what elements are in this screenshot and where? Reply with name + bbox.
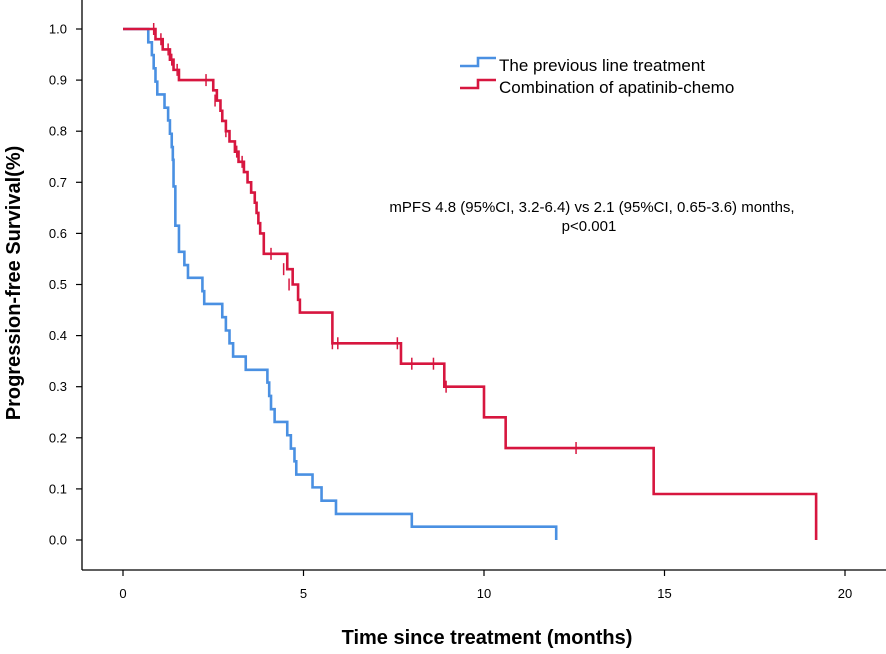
x-tick-label: 5 — [300, 586, 307, 601]
x-ticks: 0 5 10 15 20 — [119, 570, 852, 601]
y-tick-label: 0.0 — [49, 533, 67, 548]
y-tick-label: 0.7 — [49, 175, 67, 190]
series-line-1 — [123, 27, 818, 540]
y-tick-label: 0.4 — [49, 328, 67, 343]
p-value-annotation: p<0.001 — [562, 218, 617, 235]
y-axis-title: Progression-free Survival(%) — [3, 146, 25, 421]
y-tick-label: 0.3 — [49, 379, 67, 394]
y-tick-label: 0.9 — [49, 73, 67, 88]
mpfs-annotation: mPFS 4.8 (95%CI, 3.2-6.4) vs 2.1 (95%CI,… — [389, 199, 794, 216]
x-axis-title: Time since treatment (months) — [342, 627, 633, 649]
x-tick-label: 0 — [119, 586, 126, 601]
y-tick-label: 0.6 — [49, 226, 67, 241]
x-tick-label: 20 — [838, 586, 852, 601]
y-tick-label: 0.1 — [49, 481, 67, 496]
legend-label-0: The previous line treatment — [499, 56, 705, 75]
legend-swatch-1 — [460, 78, 496, 90]
y-tick-label: 1.0 — [49, 22, 67, 37]
series-layer — [123, 23, 818, 540]
legend-swatch-0 — [460, 56, 496, 68]
y-tick-label: 0.2 — [49, 430, 67, 445]
series-line-0 — [123, 27, 558, 540]
y-tick-label: 0.5 — [49, 277, 67, 292]
legend: The previous line treatment Combination o… — [460, 56, 734, 97]
y-tick-label: 0.8 — [49, 124, 67, 139]
x-tick-label: 10 — [477, 586, 491, 601]
x-tick-label: 15 — [657, 586, 671, 601]
y-ticks: 0.0 0.1 0.2 0.3 0.4 0.5 0.6 0.7 0.8 0.9 1.0 — [49, 22, 82, 548]
legend-label-1: Combination of apatinib-chemo — [499, 78, 734, 97]
